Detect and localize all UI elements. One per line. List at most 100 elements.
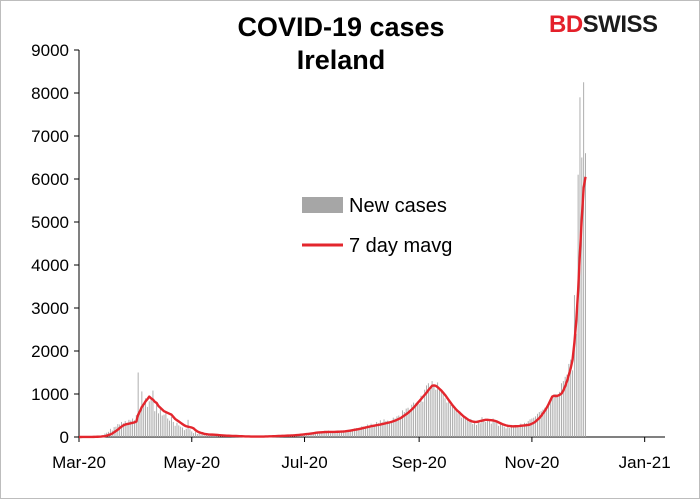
- new-cases-bar: [422, 401, 424, 437]
- new-cases-bar: [400, 416, 402, 437]
- new-cases-bar: [146, 406, 148, 437]
- new-cases-bar: [204, 435, 206, 437]
- x-tick-label: Jul-20: [281, 453, 327, 472]
- new-cases-bar: [511, 424, 513, 437]
- new-cases-bar: [570, 359, 572, 437]
- new-cases-bar: [575, 333, 577, 437]
- new-cases-bar: [376, 421, 378, 437]
- new-cases-bar: [553, 395, 555, 437]
- new-cases-bar: [435, 389, 437, 437]
- new-cases-bar: [337, 430, 339, 437]
- new-cases-bar: [387, 420, 389, 437]
- new-cases-bar: [540, 411, 542, 437]
- new-cases-bar: [359, 427, 361, 437]
- new-cases-bar: [148, 401, 150, 437]
- new-cases-bar: [494, 420, 496, 437]
- y-tick-label: 6000: [31, 170, 69, 189]
- new-cases-bar: [472, 424, 474, 437]
- new-cases-bar: [559, 391, 561, 437]
- new-cases-bar: [381, 422, 383, 437]
- new-cases-bar: [189, 429, 191, 437]
- new-cases-bar: [315, 432, 317, 437]
- new-cases-bar: [207, 434, 209, 437]
- legend-label-new-cases: New cases: [349, 195, 447, 217]
- new-cases-bar: [352, 429, 354, 437]
- new-cases-bar: [464, 418, 466, 437]
- new-cases-bar: [333, 432, 335, 437]
- new-cases-bar: [346, 430, 348, 437]
- new-cases-bar: [124, 421, 126, 437]
- new-cases-bar: [470, 418, 472, 437]
- new-cases-bar: [413, 402, 415, 437]
- logo-text-swiss: SWISS: [582, 11, 658, 38]
- new-cases-bar: [457, 413, 459, 437]
- new-cases-bar: [431, 381, 433, 437]
- new-cases-bar: [128, 419, 130, 437]
- new-cases-bar: [302, 434, 304, 437]
- y-tick-label: 4000: [31, 256, 69, 275]
- new-cases-bar: [154, 411, 156, 437]
- new-cases-bar: [450, 404, 452, 437]
- new-cases-bar: [536, 413, 538, 437]
- y-tick-label: 1000: [31, 385, 69, 404]
- new-cases-bar: [163, 414, 165, 437]
- new-cases-bar: [524, 422, 525, 437]
- new-cases-bar: [538, 412, 540, 437]
- new-cases-bar: [313, 432, 315, 437]
- new-cases-bar: [572, 370, 574, 437]
- new-cases-bar: [378, 423, 379, 437]
- new-cases-bar: [533, 417, 535, 437]
- new-cases-bar: [355, 427, 357, 437]
- new-cases-bar: [122, 423, 124, 437]
- new-cases-bar: [468, 421, 470, 437]
- new-cases-bar: [525, 423, 527, 437]
- new-cases-bar: [132, 418, 134, 437]
- new-cases-bar: [335, 432, 337, 437]
- new-cases-bar: [542, 409, 544, 437]
- chart-title: COVID-19 cases Ireland: [237, 12, 445, 75]
- new-cases-bar: [311, 433, 313, 437]
- new-cases-bar: [520, 423, 522, 437]
- x-tick-label: Nov-20: [504, 453, 559, 472]
- new-cases-bar: [185, 428, 187, 437]
- new-cases-bar: [211, 434, 213, 437]
- new-cases-bar: [368, 427, 370, 437]
- new-cases-bar: [442, 394, 444, 437]
- new-cases-bar: [568, 363, 570, 437]
- new-cases-bar: [481, 417, 483, 437]
- new-cases-bar: [182, 427, 183, 437]
- new-cases-bar: [555, 394, 557, 437]
- new-cases-bar: [585, 153, 586, 437]
- new-cases-bar: [119, 424, 121, 437]
- new-cases-bar: [363, 426, 365, 437]
- new-cases-bar: [418, 403, 420, 437]
- new-cases-bar: [573, 295, 575, 437]
- new-cases-bar: [183, 430, 185, 437]
- new-cases-bar: [479, 423, 481, 437]
- new-cases-bar: [392, 417, 394, 437]
- new-cases-bar: [161, 415, 163, 437]
- new-cases-bar: [350, 429, 352, 437]
- x-tick-label: Sep-20: [392, 453, 447, 472]
- new-cases-bar: [424, 389, 426, 437]
- new-cases-bar: [448, 399, 450, 437]
- new-cases-bar: [172, 421, 174, 437]
- new-cases-bar: [507, 426, 509, 437]
- new-cases-bar: [309, 433, 311, 437]
- new-cases-bar: [361, 426, 363, 437]
- new-cases-bar: [455, 411, 457, 437]
- new-cases-bar: [219, 435, 220, 437]
- logo-text-bd: BD: [549, 11, 583, 38]
- x-tick-label: May-20: [163, 453, 220, 472]
- new-cases-bar: [372, 424, 374, 437]
- new-cases-bar: [429, 389, 431, 437]
- new-cases-bar: [389, 421, 391, 437]
- new-cases-bar: [187, 419, 189, 437]
- new-cases-bar: [385, 421, 387, 437]
- new-cases-bar: [317, 432, 318, 437]
- new-cases-bar: [446, 402, 448, 437]
- new-cases-bar: [156, 404, 158, 437]
- y-tick-label: 3000: [31, 299, 69, 318]
- new-cases-bar: [109, 428, 111, 437]
